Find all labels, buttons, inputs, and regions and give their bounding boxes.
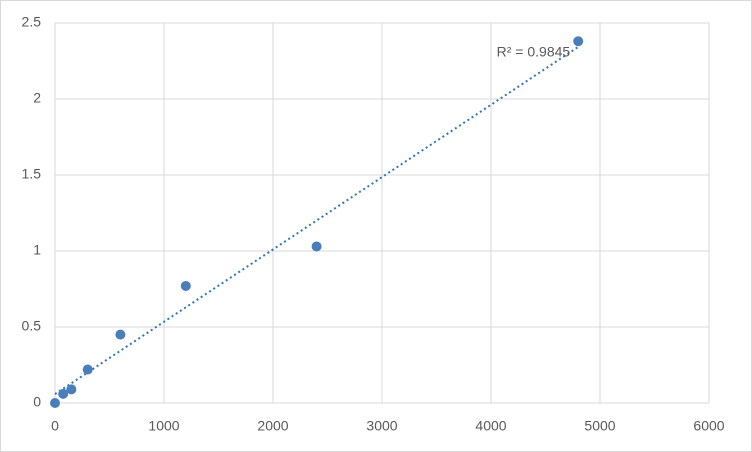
x-tick-label: 6000 bbox=[693, 418, 724, 434]
x-tick-label: 4000 bbox=[475, 418, 506, 434]
y-tick-label: 1.5 bbox=[22, 166, 42, 182]
y-tick-label: 2.5 bbox=[22, 14, 42, 30]
x-tick-label: 3000 bbox=[366, 418, 397, 434]
trendline-label: R² = 0.9845 bbox=[497, 44, 571, 60]
point bbox=[573, 36, 584, 47]
point bbox=[115, 329, 126, 340]
x-tick-label: 1000 bbox=[148, 418, 179, 434]
x-tick-label: 5000 bbox=[584, 418, 615, 434]
y-tick-label: 1 bbox=[33, 242, 41, 258]
y-tick-label: 2 bbox=[33, 90, 41, 106]
y-tick-label: 0 bbox=[33, 394, 41, 410]
x-tick-label: 0 bbox=[51, 418, 59, 434]
point bbox=[180, 280, 191, 291]
point bbox=[50, 398, 60, 408]
point bbox=[66, 384, 77, 395]
point bbox=[58, 388, 69, 399]
y-tick-label: 0.5 bbox=[22, 318, 42, 334]
x-tick-label: 2000 bbox=[257, 418, 288, 434]
point bbox=[311, 241, 322, 252]
point bbox=[82, 364, 93, 375]
